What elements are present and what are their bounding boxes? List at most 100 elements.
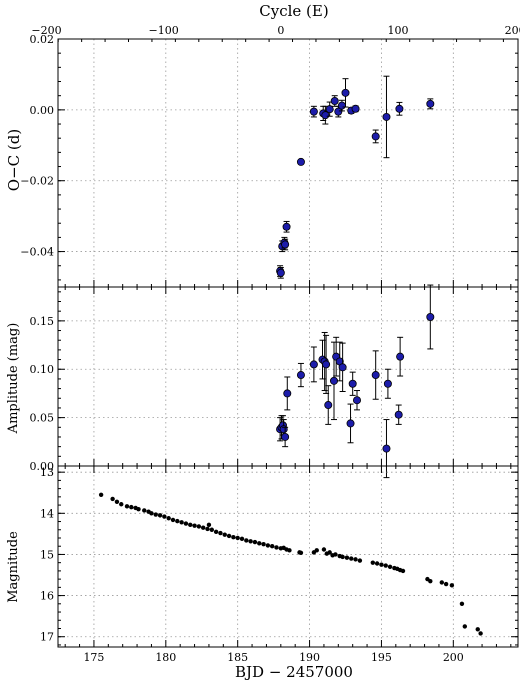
data-point [175,518,180,524]
data-point [235,535,240,541]
data-point [426,312,435,321]
magnitude-ylabel: Magnitude [6,531,21,603]
cycle-tick-label: −200 [31,24,61,37]
x-tick-label: 190 [299,651,320,664]
cycle-tick-label: 100 [387,24,408,37]
data-point [329,376,338,385]
oc-panel: −0.04 −0.02 0.00 0.02−200 −100 0 100 200 [20,24,520,288]
data-point [353,557,358,562]
data-point [136,506,141,512]
y-tick-label: 0.15 [30,315,55,328]
data-point [283,389,292,398]
y-tick-label: 0.02 [30,33,55,46]
data-point [282,222,291,231]
data-point [279,425,288,434]
data-point [478,631,483,636]
y-tick-label: 0.10 [30,363,55,376]
data-point [205,526,210,532]
amplitude-panel: 0.00 0.05 0.10 0.15 [30,284,519,479]
data-point [344,555,350,560]
x-tick-label: 200 [443,651,464,664]
data-point [348,379,357,388]
data-point [222,532,227,537]
top-axis-label: Cycle (E) [259,2,328,20]
cycle-tick-label: −100 [149,24,179,37]
oc-ylabel: O−C (d) [5,129,23,191]
y-tick-label: 0.00 [30,104,55,117]
data-point [382,444,391,453]
data-point [351,104,360,113]
data-point [183,521,189,526]
x-tick-label: 195 [371,651,392,664]
data-point [170,517,176,523]
data-point [475,627,480,632]
data-point [244,538,249,543]
data-point [287,548,292,553]
data-point [314,548,319,553]
data-point [142,508,147,513]
data-point [188,522,193,528]
data-point [346,419,355,428]
data-point [371,132,380,141]
data-point [426,99,435,108]
data-point [274,545,279,550]
data-point [296,157,305,166]
data-point [383,563,388,568]
data-point [349,556,354,561]
data-point [98,492,104,497]
data-point [396,352,405,361]
data-point [269,544,275,549]
y-tick-label: 0.05 [30,412,55,425]
data-point [157,513,163,518]
bottom-axis-label: BJD − 2457000 [235,663,353,681]
data-point [338,363,347,372]
x-tick-label: 180 [155,651,176,664]
data-point [334,107,343,116]
data-point [337,101,346,110]
y-tick-label: −0.02 [20,175,54,188]
data-point [309,360,318,369]
data-point [325,105,334,114]
y-tick-label: 17 [40,631,54,644]
data-point [298,550,304,555]
data-point [462,624,468,629]
cycle-tick-label: 0 [277,24,284,37]
data-point [387,564,393,569]
data-point [276,268,285,277]
panel-frame [57,465,519,648]
data-point [400,568,406,574]
data-point [330,97,339,106]
data-point [119,502,124,507]
data-point [321,111,330,120]
data-point [231,534,236,540]
amplitude-ylabel: Amplitude (mag) [6,323,21,435]
data-point [192,523,197,528]
y-tick-label: 14 [40,507,54,520]
data-point [340,554,345,560]
data-point [281,432,290,441]
y-tick-label: 13 [40,466,54,479]
y-tick-label: 15 [40,548,54,561]
data-point [370,560,376,565]
data-point [379,562,384,567]
data-point [239,536,245,542]
data-point [341,88,350,97]
data-point [383,379,392,388]
data-point [129,504,134,510]
x-tick-label: 185 [227,651,248,664]
y-tick-label: 16 [40,590,54,603]
y-tick-label: −0.04 [20,246,54,259]
data-point [213,529,219,535]
magnitude-panel: 13 14 15 16 17 175 180 185 190 195 200 [40,465,519,664]
data-point [166,516,171,521]
data-point [281,240,290,249]
data-point [394,410,403,419]
data-point [218,530,223,536]
data-point [149,511,154,516]
data-point [352,396,361,405]
data-point [428,578,433,584]
data-point [124,504,130,509]
data-point [327,550,332,555]
data-point [153,512,158,517]
data-point [382,112,391,121]
